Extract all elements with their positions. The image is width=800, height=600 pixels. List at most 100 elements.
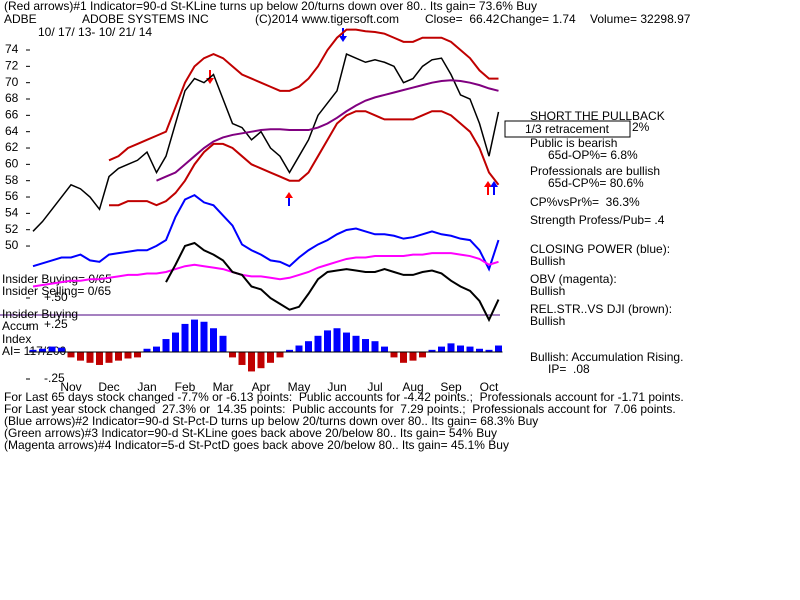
index-label: Index <box>2 332 31 346</box>
accum-label: Accum <box>2 319 39 333</box>
accum-bar <box>476 348 483 352</box>
y-tick-label: 58 <box>5 173 19 187</box>
insider-selling: Insider Selling= 0/65 <box>2 284 111 298</box>
y-tick-label: 70 <box>5 75 19 89</box>
legend-status: Bullish <box>530 314 565 328</box>
ip-note: IP= .08 <box>548 362 590 376</box>
close: Close= 66.42 <box>425 12 500 26</box>
insider-label: Insider Buying <box>2 307 78 321</box>
footer-line: For Last 65 days stock changed -7.7% or … <box>4 390 684 404</box>
series-line <box>32 193 500 272</box>
accum-bar <box>324 330 331 352</box>
y-tick-label: 72 <box>5 59 19 73</box>
x-tick-label: Dec <box>98 380 119 394</box>
y-tick-label: 50 <box>5 238 19 252</box>
y-tick-label: -.25 <box>44 371 65 385</box>
x-tick-label: Jun <box>327 380 346 394</box>
accum-bar <box>352 335 360 352</box>
accum-bar <box>29 349 37 352</box>
y-tick-label: 52 <box>5 222 19 236</box>
accum-bar <box>400 352 407 363</box>
indicator-line: (Red arrows)#1 Indicator=90-d St-KLine t… <box>4 0 537 13</box>
strength-note: Strength Profess/Pub= .4 <box>530 213 665 227</box>
cp-note: 65d-CP%= 80.6% <box>548 176 644 190</box>
accum-bar <box>447 343 455 352</box>
footer-line: For Last year stock changed 27.3% or 14.… <box>4 402 676 416</box>
accum-bar <box>495 345 502 352</box>
x-tick-label: Mar <box>213 380 234 394</box>
accum-bar <box>419 352 426 358</box>
y-tick-label: +.50 <box>44 290 68 304</box>
accum-bar <box>381 346 388 352</box>
accum-bar <box>39 348 46 352</box>
x-tick-label: May <box>288 380 311 394</box>
series-line <box>32 252 499 288</box>
accum-bar <box>238 352 246 365</box>
change: Change= 1.74 <box>500 12 576 26</box>
accum-bar <box>67 352 75 358</box>
accum-bar <box>200 321 208 352</box>
accum-bar <box>134 352 141 358</box>
advice: SHORT THE PULLBACK <box>530 109 665 123</box>
hidden-percent: 2% <box>632 120 650 134</box>
x-tick-label: Apr <box>252 380 271 394</box>
accum-bar <box>371 341 379 352</box>
accum-bar <box>124 352 132 359</box>
accum-bar <box>48 346 56 352</box>
accumulation-note: Bullish: Accumulation Rising. <box>530 350 683 364</box>
accum-bar <box>333 328 341 352</box>
y-tick-label: 74 <box>5 42 19 56</box>
volume: Volume= 32298.97 <box>590 12 691 26</box>
y-tick-label: 62 <box>5 140 19 154</box>
accum-bar <box>86 352 94 363</box>
retracement-box <box>504 120 631 138</box>
accum-bar <box>267 352 274 363</box>
accum-bar <box>181 323 189 352</box>
y-tick-label: +.25 <box>44 317 68 331</box>
accum-bar <box>466 346 474 352</box>
footer-line: (Green arrows)#3 Indicator=90-d St-KLine… <box>4 426 497 440</box>
legend-name: CLOSING POWER (blue): <box>530 242 670 256</box>
x-tick-label: Feb <box>175 380 196 394</box>
legend-status: Bullish <box>530 284 565 298</box>
accum-bar <box>362 339 369 352</box>
y-tick-label: 56 <box>5 189 19 203</box>
accum-bar <box>295 345 303 352</box>
series-line <box>165 241 500 323</box>
ticker: ADBE <box>4 12 37 26</box>
y-tick-label: 60 <box>5 157 19 171</box>
accum-bar <box>457 345 464 352</box>
x-tick-label: Jan <box>137 380 156 394</box>
accum-bar <box>58 347 65 352</box>
x-tick-label: Oct <box>480 380 499 394</box>
x-tick-label: Jul <box>367 380 382 394</box>
accum-bar <box>305 341 312 352</box>
accum-bar <box>485 349 493 352</box>
accum-bar <box>438 346 445 352</box>
series-line <box>108 28 499 162</box>
accum-bar <box>162 339 170 352</box>
y-tick-label: 64 <box>5 124 19 138</box>
accum-bar <box>191 319 198 352</box>
accum-bar <box>286 349 293 352</box>
series-line <box>109 110 500 207</box>
accum-bar <box>248 352 255 372</box>
x-tick-label: Sep <box>440 380 462 394</box>
accum-bar <box>172 332 179 352</box>
accum-bar <box>96 352 103 365</box>
public-note: Public is bearish <box>530 136 617 150</box>
accum-bar <box>257 352 265 369</box>
accum-bar <box>409 352 417 361</box>
accum-bar <box>143 348 151 352</box>
insider-buying: Insider Buying= 0/65 <box>2 272 112 286</box>
accum-bar <box>314 335 322 352</box>
accum-bar <box>210 328 217 352</box>
y-tick-label: 54 <box>5 206 19 220</box>
accum-bar <box>276 352 284 358</box>
accum-bar <box>219 335 227 352</box>
accum-bar <box>390 352 398 358</box>
legend-name: REL.STR..VS DJI (brown): <box>530 302 672 316</box>
company: ADOBE SYSTEMS INC <box>82 12 209 26</box>
accum-bar <box>343 332 350 352</box>
